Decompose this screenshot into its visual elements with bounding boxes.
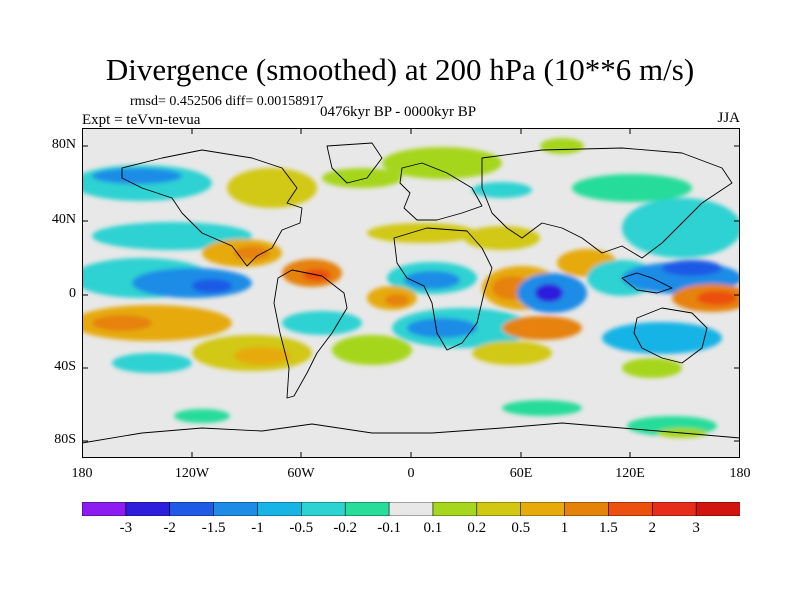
lat-label-eq: 0 xyxy=(69,286,76,301)
field-patch xyxy=(697,291,737,305)
divergence-map xyxy=(82,128,740,458)
field-patch xyxy=(472,182,532,198)
lon-label-60w: 60W xyxy=(287,466,315,481)
axis-ticks xyxy=(82,128,740,458)
colorbar-label: -1.5 xyxy=(201,520,226,536)
colorbar-label: 1 xyxy=(560,520,569,536)
field-patch xyxy=(92,222,252,250)
colorbar-label: -2 xyxy=(163,520,176,536)
lon-label-0: 0 xyxy=(407,466,415,481)
field-patch xyxy=(367,223,477,243)
lon-label-180e: 180 xyxy=(729,466,751,481)
field-patch xyxy=(112,353,192,373)
colorbar-swatch xyxy=(344,502,390,516)
colorbar-swatch xyxy=(564,502,609,516)
africa-coast xyxy=(393,227,493,351)
lon-label-120w: 120W xyxy=(174,466,210,481)
colorbar-swatch xyxy=(213,502,259,516)
lon-label-60e: 60E xyxy=(509,466,533,481)
field-patch xyxy=(132,268,252,298)
field-patch xyxy=(382,147,502,179)
colorbar xyxy=(82,502,740,516)
north-america-coast xyxy=(121,149,303,267)
colorbar-swatch xyxy=(432,502,478,516)
lon-label-120e: 120E xyxy=(615,466,645,481)
field-patch xyxy=(282,311,362,335)
field-patch xyxy=(622,198,740,258)
colorbar-swatch xyxy=(82,502,127,516)
field-patch xyxy=(82,305,232,341)
colorbar-swatch xyxy=(125,502,171,516)
colorbar-swatch xyxy=(388,502,434,516)
colorbar-swatch xyxy=(520,502,566,516)
colorbar-label: -1 xyxy=(251,520,264,536)
field-patch xyxy=(192,279,232,293)
rmsd-diff-stats: rmsd= 0.452506 diff= 0.00158917 xyxy=(130,94,324,109)
colorbar-swatch xyxy=(695,502,740,516)
south-america-coast xyxy=(273,269,348,399)
lat-label-80s: 80S xyxy=(54,432,76,447)
australia-coast xyxy=(633,307,708,364)
colorbar-label: 0.1 xyxy=(423,520,443,536)
maritime-continent-coast xyxy=(621,272,673,294)
field-patch xyxy=(622,358,682,378)
field-patch xyxy=(464,226,540,250)
antarctica-coast xyxy=(82,422,740,444)
field-patch xyxy=(540,138,584,154)
lat-label-40s: 40S xyxy=(54,359,76,374)
lon-label-180w: 180 xyxy=(71,466,93,481)
season-label: JJA xyxy=(717,110,740,126)
colorbar-swatch xyxy=(608,502,653,516)
colorbar-label: -0.2 xyxy=(333,520,358,536)
field-patch xyxy=(332,335,412,365)
colorbar-swatch xyxy=(651,502,697,516)
plot-title: Divergence (smoothed) at 200 hPa (10**6 … xyxy=(105,52,695,87)
field-patch xyxy=(472,341,552,365)
asia-coast xyxy=(481,147,733,259)
field-patch xyxy=(92,315,152,331)
colorbar-swatch xyxy=(476,502,522,516)
colorbar-label: -0.5 xyxy=(289,520,314,536)
lat-label-40n: 40N xyxy=(51,212,76,227)
field-patch xyxy=(502,316,582,340)
lat-label-80n: 80N xyxy=(51,137,76,152)
field-patch xyxy=(234,246,270,260)
colorbar-swatch xyxy=(169,502,215,516)
period-label: 0476kyr BP - 0000kyr BP xyxy=(320,104,477,120)
colorbar-label: 0.2 xyxy=(467,520,487,536)
field-patch xyxy=(407,318,477,338)
coastlines xyxy=(82,142,740,444)
greenland-coast xyxy=(326,142,383,184)
field-patch xyxy=(602,322,722,354)
field-patch xyxy=(92,168,182,184)
colorbar-label: 1.5 xyxy=(599,520,618,536)
field-patch xyxy=(322,168,402,188)
field-patch xyxy=(234,347,290,365)
colorbar-label: -0.1 xyxy=(377,520,401,536)
colorbar-label: 0.5 xyxy=(511,520,531,536)
colorbar-label: 3 xyxy=(692,520,700,536)
colorbar-label: 2 xyxy=(648,520,657,536)
field-patch xyxy=(572,174,692,202)
colorbar-swatch xyxy=(301,502,346,516)
experiment-label: Expt = teVvn-tevua xyxy=(82,112,201,128)
colorbar-swatch xyxy=(257,502,302,516)
colorbar-label: -3 xyxy=(119,520,133,536)
field-patch xyxy=(174,409,230,423)
europe-coast xyxy=(399,162,483,221)
field-patch xyxy=(502,400,582,416)
field-patch xyxy=(227,168,317,208)
field-patch xyxy=(404,271,460,289)
field-patch xyxy=(385,294,409,306)
field-patch xyxy=(535,284,563,302)
field-patch xyxy=(662,260,722,276)
